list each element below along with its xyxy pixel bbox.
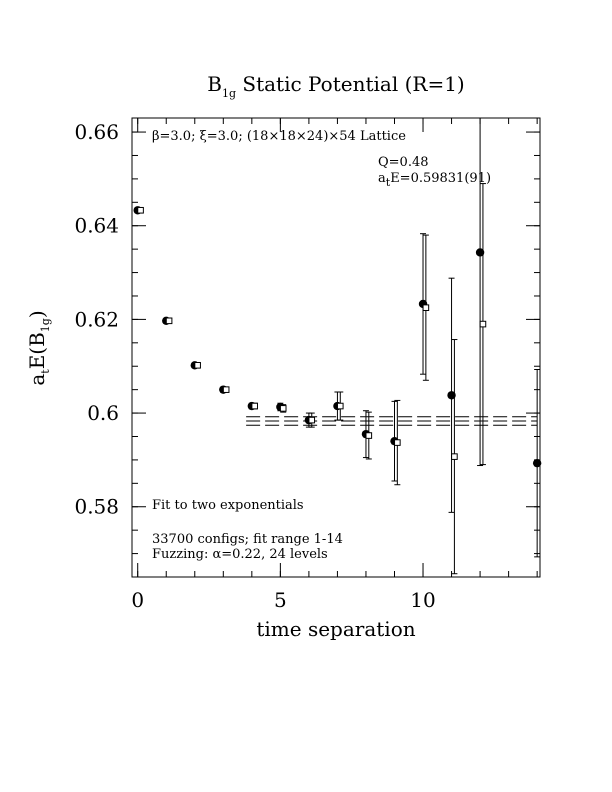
svg-text:atE(B1g): atE(B1g) xyxy=(25,310,52,385)
fit-band xyxy=(246,416,538,426)
x-tick-label: 5 xyxy=(274,588,287,612)
y-tick-label: 0.6 xyxy=(87,401,119,425)
data-point-square xyxy=(422,304,430,311)
data-point-square xyxy=(279,405,287,412)
data-point-circle xyxy=(475,248,485,257)
chart-title: B1g Static Potential (R=1) xyxy=(207,72,464,100)
data-point-square xyxy=(479,320,487,328)
data-points xyxy=(133,118,542,575)
y-axis-label: atE(B1g) xyxy=(25,310,52,385)
x-axis: 0 5 10 xyxy=(131,118,538,612)
lattice-annotation: β=3.0; ξ=3.0; (18×18×24)×54 Lattice xyxy=(152,129,406,144)
y-axis: 0.58 0.6 0.62 0.64 0.66 xyxy=(74,120,540,578)
data-point-circle xyxy=(447,391,456,400)
y-tick-label: 0.66 xyxy=(74,120,119,144)
energy-annotation: atE=0.59831(91) xyxy=(378,171,491,189)
x-axis-label: time separation xyxy=(256,617,415,641)
data-point-square xyxy=(251,402,258,410)
data-point-square xyxy=(365,432,373,439)
data-point-square xyxy=(394,439,401,446)
y-tick-label: 0.64 xyxy=(74,214,119,238)
q-annotation: Q=0.48 xyxy=(378,155,429,170)
configs-annotation: 33700 configs; fit range 1-14 xyxy=(152,532,343,547)
data-point-square xyxy=(336,402,344,410)
data-point-square xyxy=(137,206,144,214)
data-point-square xyxy=(308,416,316,424)
x-tick-label: 0 xyxy=(131,588,144,612)
data-point-circle xyxy=(532,458,542,468)
data-point-square xyxy=(194,361,201,369)
plot-frame xyxy=(131,117,541,578)
x-tick-label: 10 xyxy=(410,588,435,612)
data-point-square xyxy=(222,386,230,393)
data-point-square xyxy=(451,453,458,460)
fuzzing-annotation: Fuzzing: α=0.22, 24 levels xyxy=(152,547,328,562)
y-tick-label: 0.62 xyxy=(74,307,119,331)
y-tick-label: 0.58 xyxy=(74,495,119,519)
fit-type-annotation: Fit to two exponentials xyxy=(152,498,304,513)
data-point-square xyxy=(165,317,173,325)
